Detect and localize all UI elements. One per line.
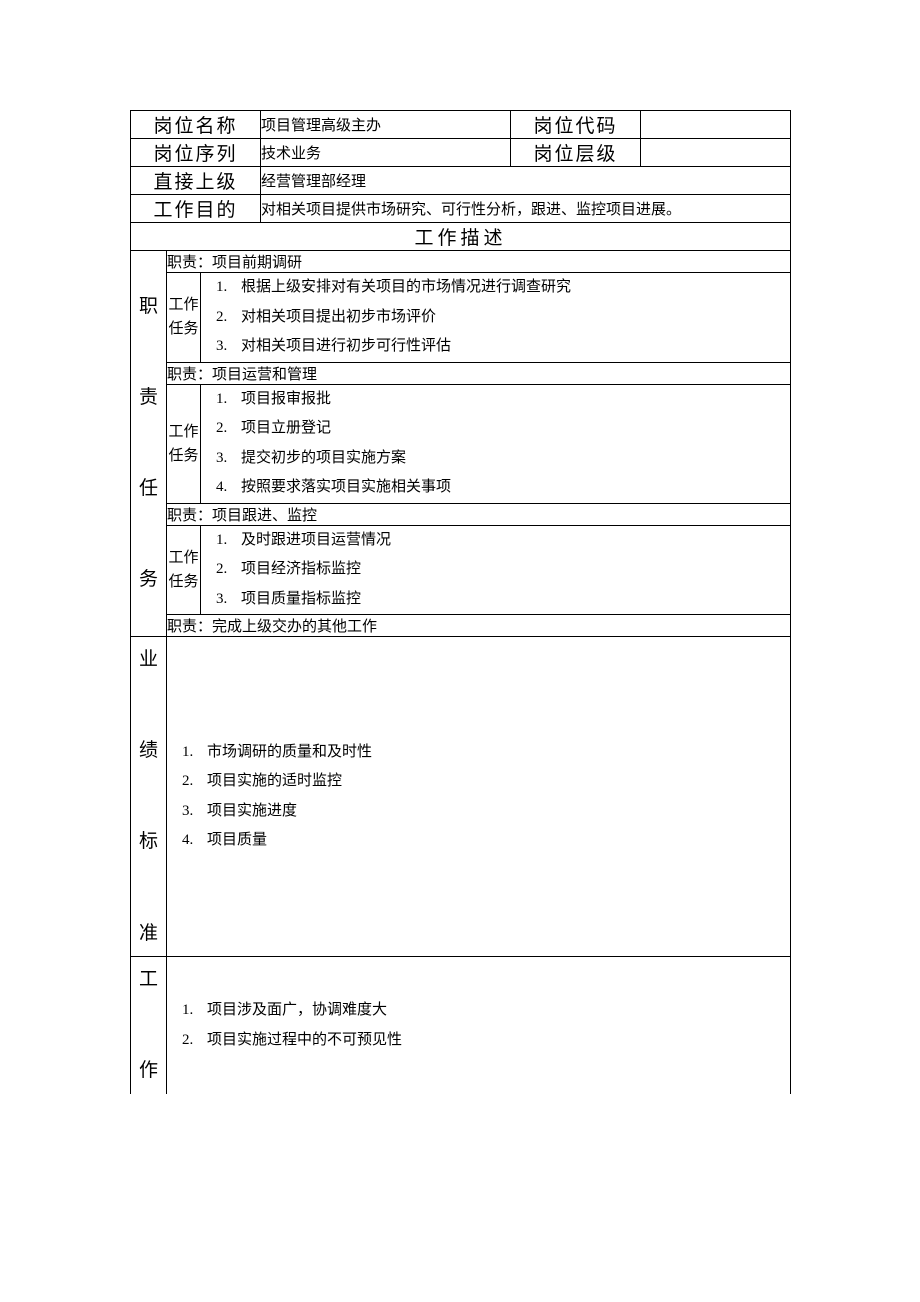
row-section-title: 工作描述 [131, 223, 791, 251]
row-duty-3-tasks: 工作任务 及时跟进项目运营情况 项目经济指标监控 项目质量指标监控 [131, 525, 791, 615]
task-label-1: 工作任务 [167, 273, 201, 363]
label-position-name: 岗位名称 [131, 111, 261, 139]
list-item: 项目报审报批 [231, 385, 790, 415]
label-position-code: 岗位代码 [511, 111, 641, 139]
list-item: 项目质量指标监控 [231, 585, 790, 615]
row-work: 工 作 项目涉及面广，协调难度大 项目实施过程中的不可预见性 [131, 957, 791, 1094]
row-duty-2: 职责：项目运营和管理 [131, 362, 791, 384]
document-page: { "header": { "position_name_label": "岗位… [0, 0, 920, 1302]
duty-1-title: 职责：项目前期调研 [167, 251, 791, 273]
row-position-series: 岗位序列 技术业务 岗位层级 [131, 139, 791, 167]
row-performance: 业 绩 标 准 市场调研的质量和及时性 项目实施的适时监控 项目实施进度 项目质… [131, 637, 791, 957]
duty-3-tasks: 及时跟进项目运营情况 项目经济指标监控 项目质量指标监控 [201, 525, 791, 615]
row-supervisor: 直接上级 经营管理部经理 [131, 167, 791, 195]
value-position-code [641, 111, 791, 139]
duty-2-title: 职责：项目运营和管理 [167, 362, 791, 384]
list-item: 项目立册登记 [231, 414, 790, 444]
list-item: 项目涉及面广，协调难度大 [197, 996, 790, 1026]
row-duty-1: 职 责 任 务 职责：项目前期调研 [131, 251, 791, 273]
label-supervisor: 直接上级 [131, 167, 261, 195]
duty-final-title: 职责：完成上级交办的其他工作 [167, 615, 791, 637]
list-item: 及时跟进项目运营情况 [231, 526, 790, 556]
performance-label: 业 绩 标 准 [131, 637, 167, 957]
row-purpose: 工作目的 对相关项目提供市场研究、可行性分析，跟进、监控项目进展。 [131, 195, 791, 223]
job-description-table: 岗位名称 项目管理高级主办 岗位代码 岗位序列 技术业务 岗位层级 直接上级 经… [130, 110, 791, 1094]
duty-3-title: 职责：项目跟进、监控 [167, 503, 791, 525]
row-duty-1-tasks: 工作任务 根据上级安排对有关项目的市场情况进行调查研究 对相关项目提出初步市场评… [131, 273, 791, 363]
row-duty-final: 职责：完成上级交办的其他工作 [131, 615, 791, 637]
list-item: 按照要求落实项目实施相关事项 [231, 473, 790, 503]
value-position-name: 项目管理高级主办 [261, 111, 511, 139]
list-item: 项目实施进度 [197, 797, 790, 827]
list-item: 项目实施过程中的不可预见性 [197, 1026, 790, 1056]
list-item: 对相关项目提出初步市场评价 [231, 303, 790, 333]
list-item: 市场调研的质量和及时性 [197, 738, 790, 768]
performance-items: 市场调研的质量和及时性 项目实施的适时监控 项目实施进度 项目质量 [167, 637, 791, 957]
label-position-series: 岗位序列 [131, 139, 261, 167]
list-item: 对相关项目进行初步可行性评估 [231, 332, 790, 362]
label-position-level: 岗位层级 [511, 139, 641, 167]
list-item: 项目质量 [197, 826, 790, 856]
value-position-series: 技术业务 [261, 139, 511, 167]
list-item: 项目经济指标监控 [231, 555, 790, 585]
section-title: 工作描述 [131, 223, 791, 251]
row-duty-3: 职责：项目跟进、监控 [131, 503, 791, 525]
task-label-3: 工作任务 [167, 525, 201, 615]
task-label-2: 工作任务 [167, 384, 201, 503]
list-item: 根据上级安排对有关项目的市场情况进行调查研究 [231, 273, 790, 303]
value-supervisor: 经营管理部经理 [261, 167, 791, 195]
work-label: 工 作 [131, 957, 167, 1094]
work-items: 项目涉及面广，协调难度大 项目实施过程中的不可预见性 [167, 957, 791, 1094]
row-position-name: 岗位名称 项目管理高级主办 岗位代码 [131, 111, 791, 139]
list-item: 提交初步的项目实施方案 [231, 444, 790, 474]
duties-side-label: 职 责 任 务 [131, 251, 167, 637]
list-item: 项目实施的适时监控 [197, 767, 790, 797]
duty-2-tasks: 项目报审报批 项目立册登记 提交初步的项目实施方案 按照要求落实项目实施相关事项 [201, 384, 791, 503]
duty-1-tasks: 根据上级安排对有关项目的市场情况进行调查研究 对相关项目提出初步市场评价 对相关… [201, 273, 791, 363]
value-purpose: 对相关项目提供市场研究、可行性分析，跟进、监控项目进展。 [261, 195, 791, 223]
row-duty-2-tasks: 工作任务 项目报审报批 项目立册登记 提交初步的项目实施方案 按照要求落实项目实… [131, 384, 791, 503]
value-position-level [641, 139, 791, 167]
label-purpose: 工作目的 [131, 195, 261, 223]
